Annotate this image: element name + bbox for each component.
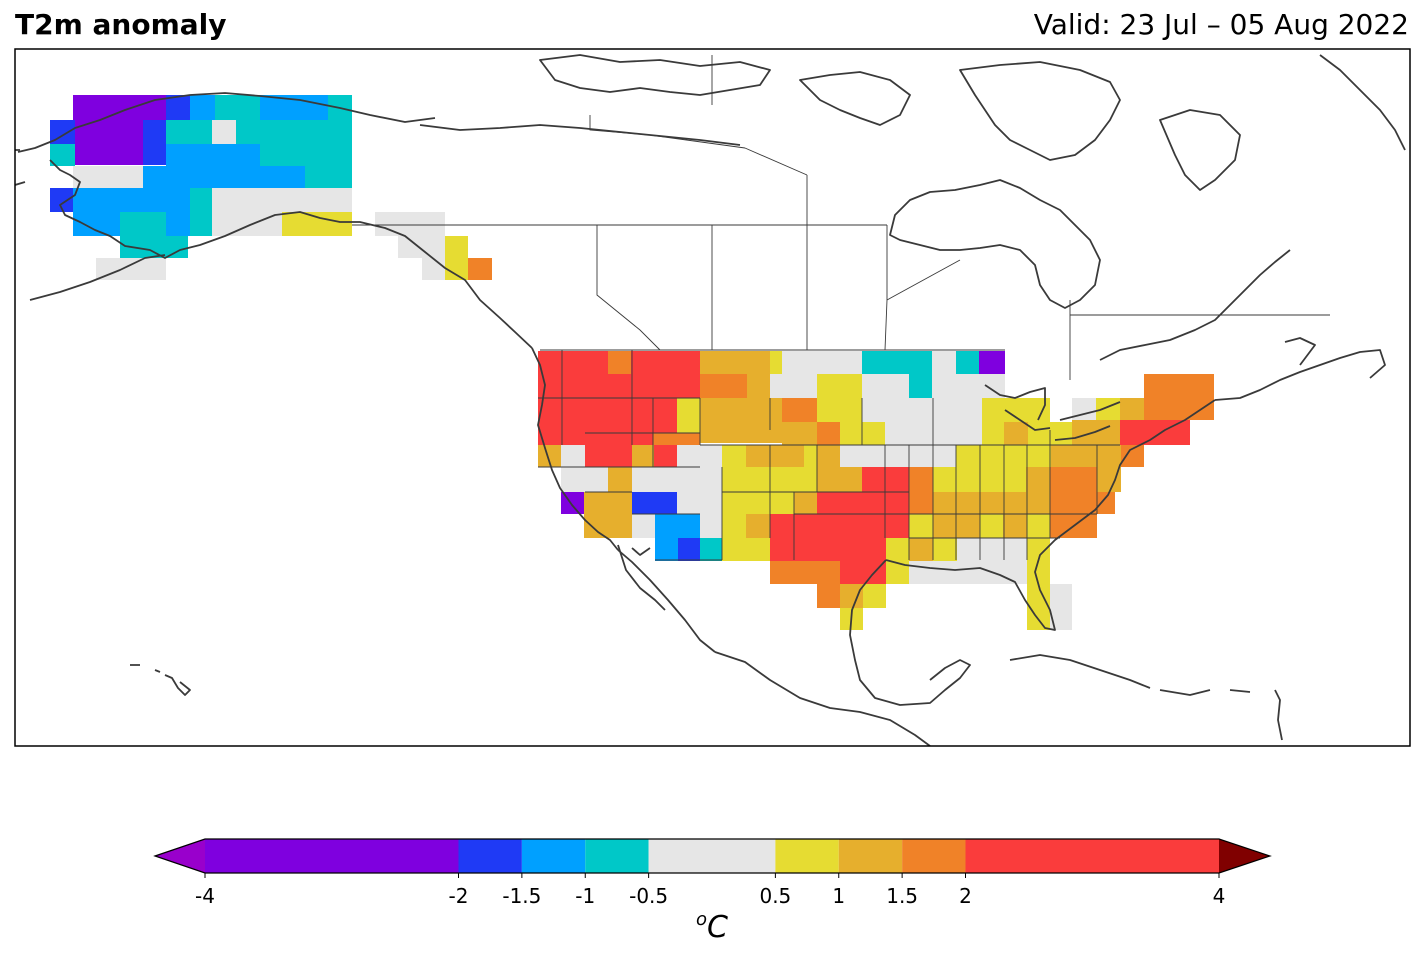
colorbar: -4 -2 -1.5 -1 -0.5 0.5 1 1.5 2 4 oC xyxy=(153,838,1272,945)
colorbar-tick-label-0: -4 xyxy=(195,884,215,908)
colorbar-bin-4 xyxy=(648,839,776,873)
colorbar-bin-1 xyxy=(458,839,522,873)
colorbar-tick-label-8: 2 xyxy=(959,884,972,908)
coastlines xyxy=(15,54,1406,746)
colorbar-tick-label-5: 0.5 xyxy=(759,884,791,908)
colorbar-tick-label-2: -1.5 xyxy=(502,884,541,908)
colorbar-bin-8 xyxy=(965,839,1219,873)
map-title: T2m anomaly xyxy=(15,8,227,41)
borders xyxy=(352,55,1330,561)
anomaly-grid xyxy=(15,54,1406,746)
map-frame xyxy=(14,48,1411,747)
colorbar-tick-label-3: -1 xyxy=(575,884,595,908)
alaska-anomaly-cells xyxy=(50,95,492,280)
colorbar-tick-label-9: 4 xyxy=(1213,884,1226,908)
colorbar-bin-5 xyxy=(775,839,839,873)
conus-anomaly-cells xyxy=(538,351,1214,630)
colorbar-unit-main: C xyxy=(707,910,728,945)
colorbar-bin-0 xyxy=(205,839,459,873)
colorbar-over-triangle xyxy=(1219,839,1270,873)
colorbar-tick-label-7: 1.5 xyxy=(886,884,918,908)
colorbar-unit-sup: o xyxy=(696,909,707,930)
colorbar-bin-7 xyxy=(902,839,966,873)
colorbar-under-triangle xyxy=(155,839,205,873)
colorbar-tick-label-1: -2 xyxy=(449,884,469,908)
colorbar-bin-3 xyxy=(585,839,649,873)
colorbar-unit: oC xyxy=(696,909,728,945)
colorbar-bin-6 xyxy=(838,839,903,873)
colorbar-bin-2 xyxy=(521,839,586,873)
colorbar-tick-label-4: -0.5 xyxy=(629,884,668,908)
colorbar-tick-label-6: 1 xyxy=(832,884,845,908)
valid-period: Valid: 23 Jul – 05 Aug 2022 xyxy=(1033,8,1409,41)
